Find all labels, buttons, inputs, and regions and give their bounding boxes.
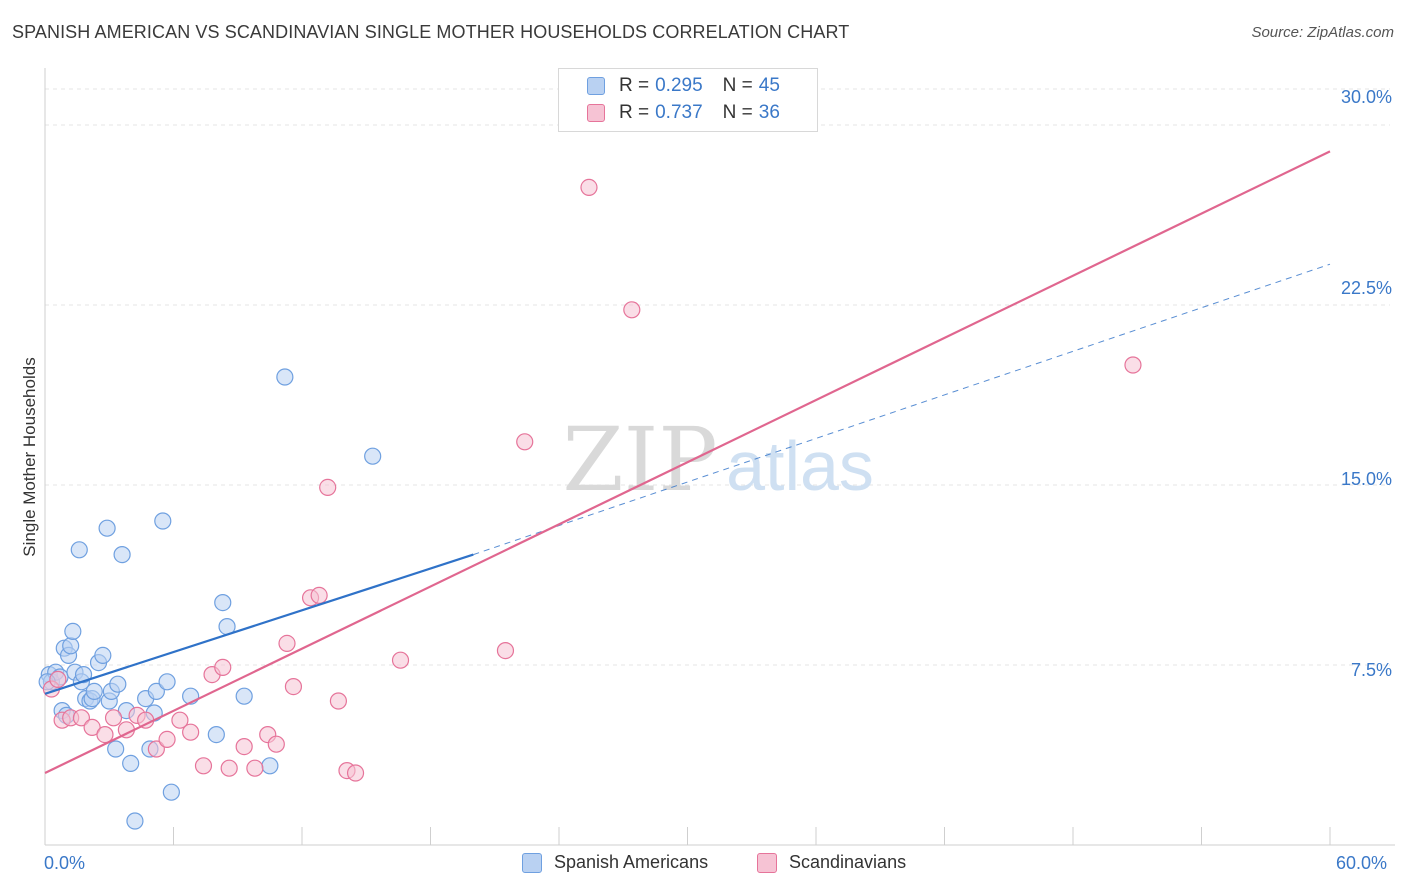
point-pink (516, 433, 534, 451)
grid-lines (45, 88, 1390, 666)
legend-swatch-pink (757, 852, 777, 873)
point-blue (64, 622, 82, 641)
point-blue (94, 646, 112, 665)
legend-swatch-pink (587, 104, 605, 122)
legend-item-spanish-americans: Spanish Americans (522, 852, 708, 873)
point-blue (276, 368, 294, 386)
x-tick-max: 60.0% (1336, 853, 1388, 873)
legend-n-value: 45 (758, 75, 780, 96)
legend-n-value: 36 (758, 102, 780, 123)
legend-r-value: 0.737 (655, 102, 703, 123)
chart-title: SPANISH AMERICAN VS SCANDINAVIAN SINGLE … (12, 22, 850, 42)
point-pink (220, 759, 238, 777)
point-blue (98, 519, 116, 537)
point-pink (267, 735, 285, 753)
trendline-solid (44, 150, 1331, 774)
legend-r-value: 0.295 (655, 75, 703, 96)
legend-n-label: N = (722, 102, 753, 123)
trendline-solid (44, 553, 474, 695)
legend-row-scandinavian: R = 0.737 N = 36 (587, 101, 780, 125)
y-tick-15: 15.0% (1340, 469, 1392, 489)
point-blue (113, 545, 131, 564)
legend-label-scandinavians: Scandinavians (789, 852, 907, 872)
point-pink (278, 634, 296, 653)
point-blue (70, 541, 88, 559)
point-pink (284, 677, 303, 696)
point-pink (49, 670, 67, 689)
point-blue (74, 665, 93, 684)
point-pink (83, 718, 101, 737)
point-pink (214, 658, 232, 677)
point-blue (122, 754, 140, 773)
point-blue (62, 637, 80, 655)
point-blue (364, 447, 382, 465)
point-pink (104, 709, 123, 727)
series-legend: Spanish Americans Scandinavians (0, 852, 1406, 876)
point-pink (346, 764, 365, 782)
point-blue (214, 593, 232, 612)
point-pink (580, 178, 598, 196)
point-pink (96, 725, 114, 744)
trend-lines (44, 150, 1331, 774)
y-tick-7-5: 7.5% (1350, 660, 1392, 680)
point-pink (623, 301, 641, 319)
legend-swatch-blue (522, 852, 542, 873)
point-blue (158, 673, 176, 691)
point-pink (496, 641, 515, 660)
point-pink (147, 740, 165, 758)
point-pink (1124, 356, 1142, 374)
point-pink (235, 737, 253, 756)
point-blue (207, 725, 225, 744)
data-points (38, 178, 1142, 830)
legend-row-spanish: R = 0.295 N = 45 (587, 74, 780, 98)
watermark-atlas: atlas (726, 427, 874, 505)
point-blue (147, 682, 165, 701)
point-blue (85, 682, 103, 701)
point-blue (235, 687, 253, 705)
legend-r-label: R = (619, 75, 650, 96)
legend-r-label: R = (619, 102, 650, 123)
point-pink (391, 651, 410, 669)
point-pink (171, 711, 189, 729)
point-pink (158, 730, 176, 749)
point-blue (261, 757, 279, 775)
legend-n-label: N = (722, 75, 753, 96)
legend-label-spanish-americans: Spanish Americans (554, 852, 709, 872)
legend-item-scandinavians: Scandinavians (757, 852, 906, 873)
point-pink (182, 723, 200, 741)
point-pink (246, 759, 264, 777)
point-pink (329, 692, 348, 710)
y-tick-30: 30.0% (1340, 87, 1392, 107)
point-blue (109, 675, 127, 693)
point-blue (154, 512, 172, 530)
trendline-dashed (473, 263, 1331, 556)
point-pink (319, 478, 337, 496)
source-label: Source: ZipAtlas.com (1251, 24, 1394, 41)
stats-legend: R = 0.295 N = 45 R = 0.737 N = 36 (558, 68, 818, 132)
point-blue (126, 812, 144, 830)
point-pink (310, 586, 328, 605)
point-blue (107, 740, 125, 758)
y-tick-22-5: 22.5% (1340, 278, 1392, 298)
legend-swatch-blue (587, 77, 605, 95)
point-blue (162, 783, 180, 801)
x-tick-min: 0.0% (44, 853, 86, 873)
axes (44, 68, 1395, 846)
point-pink (72, 709, 91, 727)
point-pink (194, 757, 213, 775)
